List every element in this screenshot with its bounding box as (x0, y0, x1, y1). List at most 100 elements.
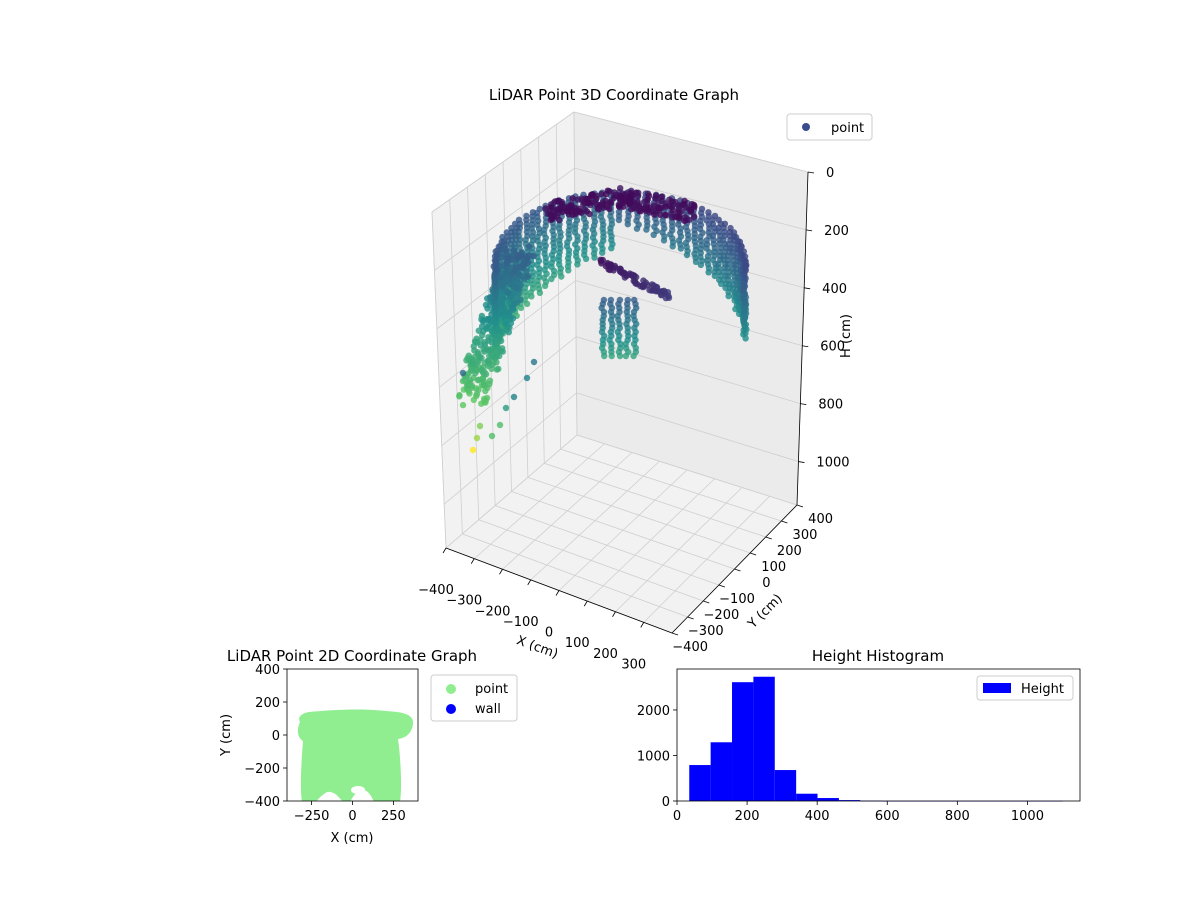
y-tick-mark (765, 536, 772, 540)
y-tick-mark (671, 632, 679, 636)
point-3d (513, 285, 520, 292)
z-tick-label: 800 (818, 398, 843, 413)
grid-line-z (434, 167, 575, 271)
plot-2d-title: LiDAR Point 2D Coordinate Graph (227, 647, 477, 665)
histogram-bar (753, 676, 775, 801)
point-3d (727, 224, 734, 232)
point-3d (456, 391, 463, 399)
x-tick-label: 300 (621, 657, 646, 672)
point-3d (499, 345, 506, 352)
y-tick-label-2d: 400 (255, 663, 280, 678)
legend-height-label: Height (1021, 682, 1064, 697)
point-3d (466, 376, 474, 384)
z-tick-label: 200 (824, 224, 849, 239)
point-3d (640, 206, 647, 213)
point-3d (646, 286, 653, 294)
point-3d (515, 216, 523, 223)
point-3d (492, 258, 499, 265)
grid-line-z (575, 280, 803, 347)
point-3d (488, 432, 496, 440)
point-3d (519, 261, 527, 268)
point-3d (503, 229, 510, 236)
point-3d (576, 208, 583, 215)
point-3d (495, 243, 502, 250)
grid-line-y (560, 448, 782, 522)
point-3d (502, 404, 510, 412)
point-3d (511, 220, 519, 227)
point-3d (628, 189, 635, 197)
histogram-bar (710, 742, 733, 801)
point-3d (676, 215, 683, 222)
ticks-histogram: 0 200 400 600 800 1000 0 1000 2000 (637, 704, 1044, 824)
point-3d (741, 253, 749, 260)
x-tick-label: 200 (593, 647, 618, 662)
z-tick-mark (806, 229, 813, 232)
x-tick-label: 0 (545, 626, 553, 641)
point-3d (635, 189, 642, 196)
point-3d (505, 308, 512, 316)
point-3d (547, 216, 555, 223)
point-region-2d (297, 709, 414, 801)
point-3d (662, 203, 669, 210)
point-3d (475, 386, 482, 393)
point-3d (559, 208, 566, 215)
point-3d (476, 422, 484, 430)
point-3d (474, 377, 482, 384)
point-3d (506, 280, 514, 288)
x-tick-mark (527, 579, 532, 586)
plot-3d-title: LiDAR Point 3D Coordinate Graph (489, 86, 739, 104)
point-3d (504, 289, 511, 296)
point-3d (484, 357, 492, 364)
point-3d (459, 401, 467, 409)
point-3d (478, 323, 486, 330)
point-3d (515, 270, 522, 277)
ticks-3d: 02004006008001000−400−300−200−1000100200… (418, 166, 849, 672)
y-tick-mark (687, 616, 694, 620)
legend-point-marker (446, 684, 456, 694)
point-3d (620, 199, 627, 207)
point-3d (586, 210, 593, 218)
point-3d (523, 374, 531, 382)
point-3d (607, 199, 615, 207)
x-tick-label: −400 (418, 583, 454, 598)
x-tick-label-2d: 250 (381, 809, 406, 824)
point-3d (478, 366, 486, 374)
point-3d (651, 211, 658, 218)
grid-line-y-vertical (449, 199, 463, 534)
point-3d (658, 193, 665, 200)
point-3d (583, 195, 591, 203)
grid-line-y-vertical (538, 136, 545, 464)
x-tick-label: −300 (446, 594, 482, 609)
point-3d (495, 365, 502, 373)
point-3d (589, 191, 596, 198)
x-tick-mark (499, 569, 503, 575)
y-tick-label: −200 (704, 608, 740, 623)
histogram-axes (676, 668, 1081, 802)
point-3d (553, 206, 561, 213)
y-tick-mark (796, 504, 804, 508)
point-3d (631, 296, 638, 304)
point-3d (510, 393, 518, 401)
point-3d (640, 277, 647, 284)
y-tick-label: 300 (793, 528, 818, 543)
point-3d (607, 296, 615, 304)
plot-3d: LiDAR Point 3D Coordinate Graph 0 200 400 6… (418, 86, 873, 672)
point-3d (593, 201, 600, 208)
y-tick-mark (781, 520, 788, 524)
point-3d (618, 194, 625, 201)
point-3d (525, 272, 532, 280)
grid-line-y-vertical (431, 211, 447, 549)
histogram-bars (689, 676, 1063, 802)
point-3d (598, 190, 605, 198)
x-tick-label-hist: 600 (875, 809, 900, 824)
point-cloud-2d (297, 709, 414, 801)
x-tick-mark (470, 558, 475, 564)
legend-3d: point (786, 113, 873, 141)
grid-line-z (441, 336, 577, 447)
point-3d (525, 252, 532, 259)
y-tick-mark (703, 600, 710, 604)
histogram-title: Height Histogram (812, 647, 944, 665)
point-3d (473, 335, 480, 342)
point-3d (525, 243, 533, 250)
